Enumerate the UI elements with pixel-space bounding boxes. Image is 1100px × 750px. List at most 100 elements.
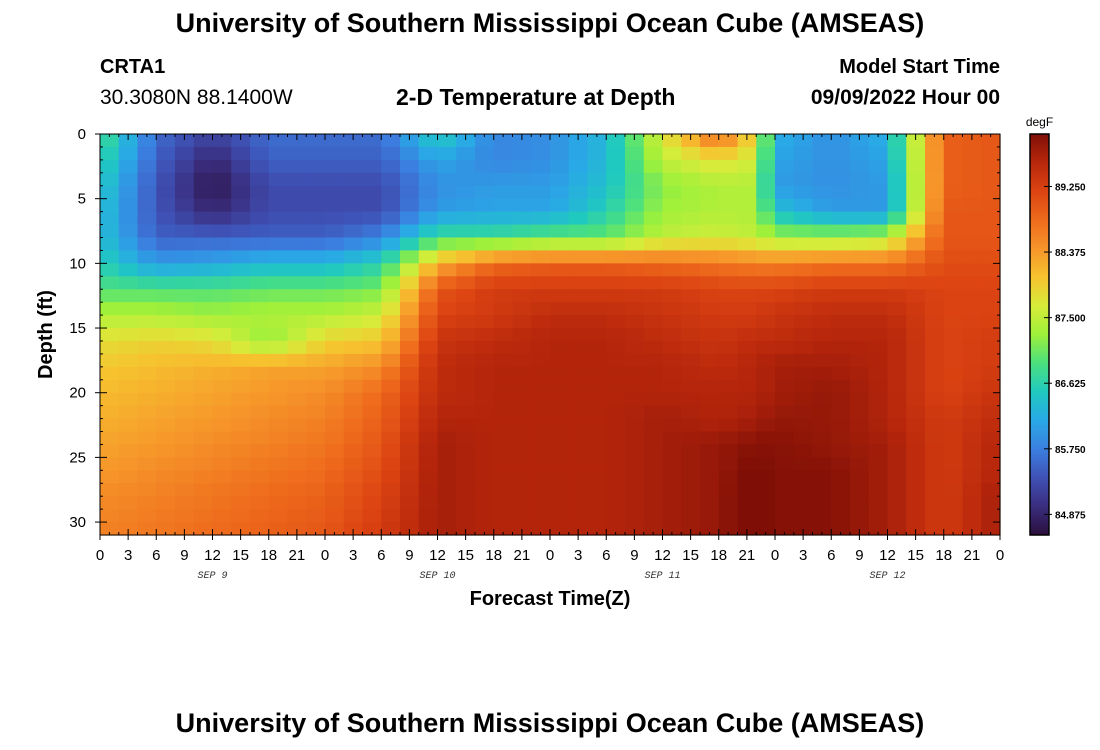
heatmap-cell [156,224,176,239]
heatmap-cell [587,366,607,381]
heatmap-cell [343,172,364,187]
heatmap-cell [231,496,251,510]
heatmap-cell [550,328,570,342]
heatmap-cell [681,302,701,316]
heatmap-cell [700,250,720,264]
heatmap-cell [493,172,514,187]
heatmap-cell [212,263,232,277]
heatmap-cell [437,457,457,471]
heatmap-cell [868,302,889,316]
heatmap-cell [850,405,870,420]
heatmap-cell [831,198,851,213]
heatmap-cell [793,340,814,355]
heatmap-cell [325,315,345,329]
heatmap-cell [137,250,157,264]
heatmap-cell [943,289,964,303]
heatmap-cell [550,302,570,316]
heatmap-cell [812,496,832,510]
heatmap-cell [793,509,814,523]
heatmap-cell [568,211,589,226]
heatmap-cell [700,315,720,329]
heatmap-cell [381,483,401,497]
heatmap-cell [925,159,945,174]
heatmap-cell [118,392,139,407]
heatmap-cell [287,315,307,329]
heatmap-cell [962,483,982,497]
heatmap-cell [175,159,195,174]
heatmap-cell [962,289,982,303]
heatmap-cell [418,444,439,458]
heatmap-cell [325,134,345,148]
heatmap-cell [681,496,701,510]
heatmap-cell [793,457,814,471]
heatmap-cell [737,418,757,433]
heatmap-cell [531,340,551,355]
heatmap-cell [962,509,982,523]
x-tick-label: 18 [260,547,277,564]
heatmap-cell [531,328,551,342]
heatmap-cell [981,224,1001,239]
heatmap-cell [981,289,1001,303]
heatmap-cell [831,470,851,484]
heatmap-cell [850,250,870,264]
heatmap-cell [456,496,476,510]
heatmap-cell [325,224,345,239]
heatmap-cell [793,302,814,316]
heatmap-cell [512,328,532,342]
heatmap-cell [925,211,945,226]
heatmap-cell [606,444,626,458]
heatmap-cell [287,340,307,355]
heatmap-cell [100,211,120,226]
heatmap-cell [100,431,120,446]
heatmap-cell [418,159,439,174]
heatmap-cell [868,483,889,497]
heatmap-cell [250,224,270,239]
heatmap-cell [100,146,120,161]
y-axis-title: Depth (ft) [35,290,57,379]
heatmap-cell [850,444,870,458]
heatmap-cell [100,263,120,277]
heatmap-cell [531,159,551,174]
heatmap-cell [775,224,795,239]
heatmap-cell [100,250,120,264]
heatmap-cell [156,250,176,264]
heatmap-cell [943,315,964,329]
heatmap-cell [456,237,476,252]
heatmap-cell [287,444,307,458]
heatmap-cell [587,146,607,161]
heatmap-cell [456,457,476,471]
heatmap-cell [812,250,832,264]
heatmap-cell [362,276,382,290]
heatmap-cell [550,224,570,239]
heatmap-cell [193,211,214,226]
heatmap-cell [456,418,476,433]
heatmap-cell [775,172,795,187]
heatmap-cell [700,509,720,523]
heatmap-cell [718,315,739,329]
heatmap-cell [306,198,326,213]
heatmap-cell [775,353,795,368]
heatmap-cell [381,146,401,161]
heatmap-cell [193,353,214,368]
heatmap-cell [700,263,720,277]
heatmap-cell [493,134,514,148]
heatmap-cell [831,276,851,290]
heatmap-cell [456,134,476,148]
heatmap-cell [568,353,589,368]
heatmap-cell [456,392,476,407]
heatmap-cell [250,431,270,446]
heatmap-cell [756,405,776,420]
heatmap-cell [268,444,289,458]
heatmap-cell [943,483,964,497]
heatmap-cell [606,159,626,174]
heatmap-cell [381,315,401,329]
heatmap-cell [175,276,195,290]
heatmap-cell [268,431,289,446]
heatmap-cell [118,379,139,394]
heatmap-cell [137,457,157,471]
heatmap-cell [793,211,814,226]
heatmap-cell [793,444,814,458]
heatmap-cell [775,263,795,277]
heatmap-cell [587,457,607,471]
heatmap-cell [231,483,251,497]
